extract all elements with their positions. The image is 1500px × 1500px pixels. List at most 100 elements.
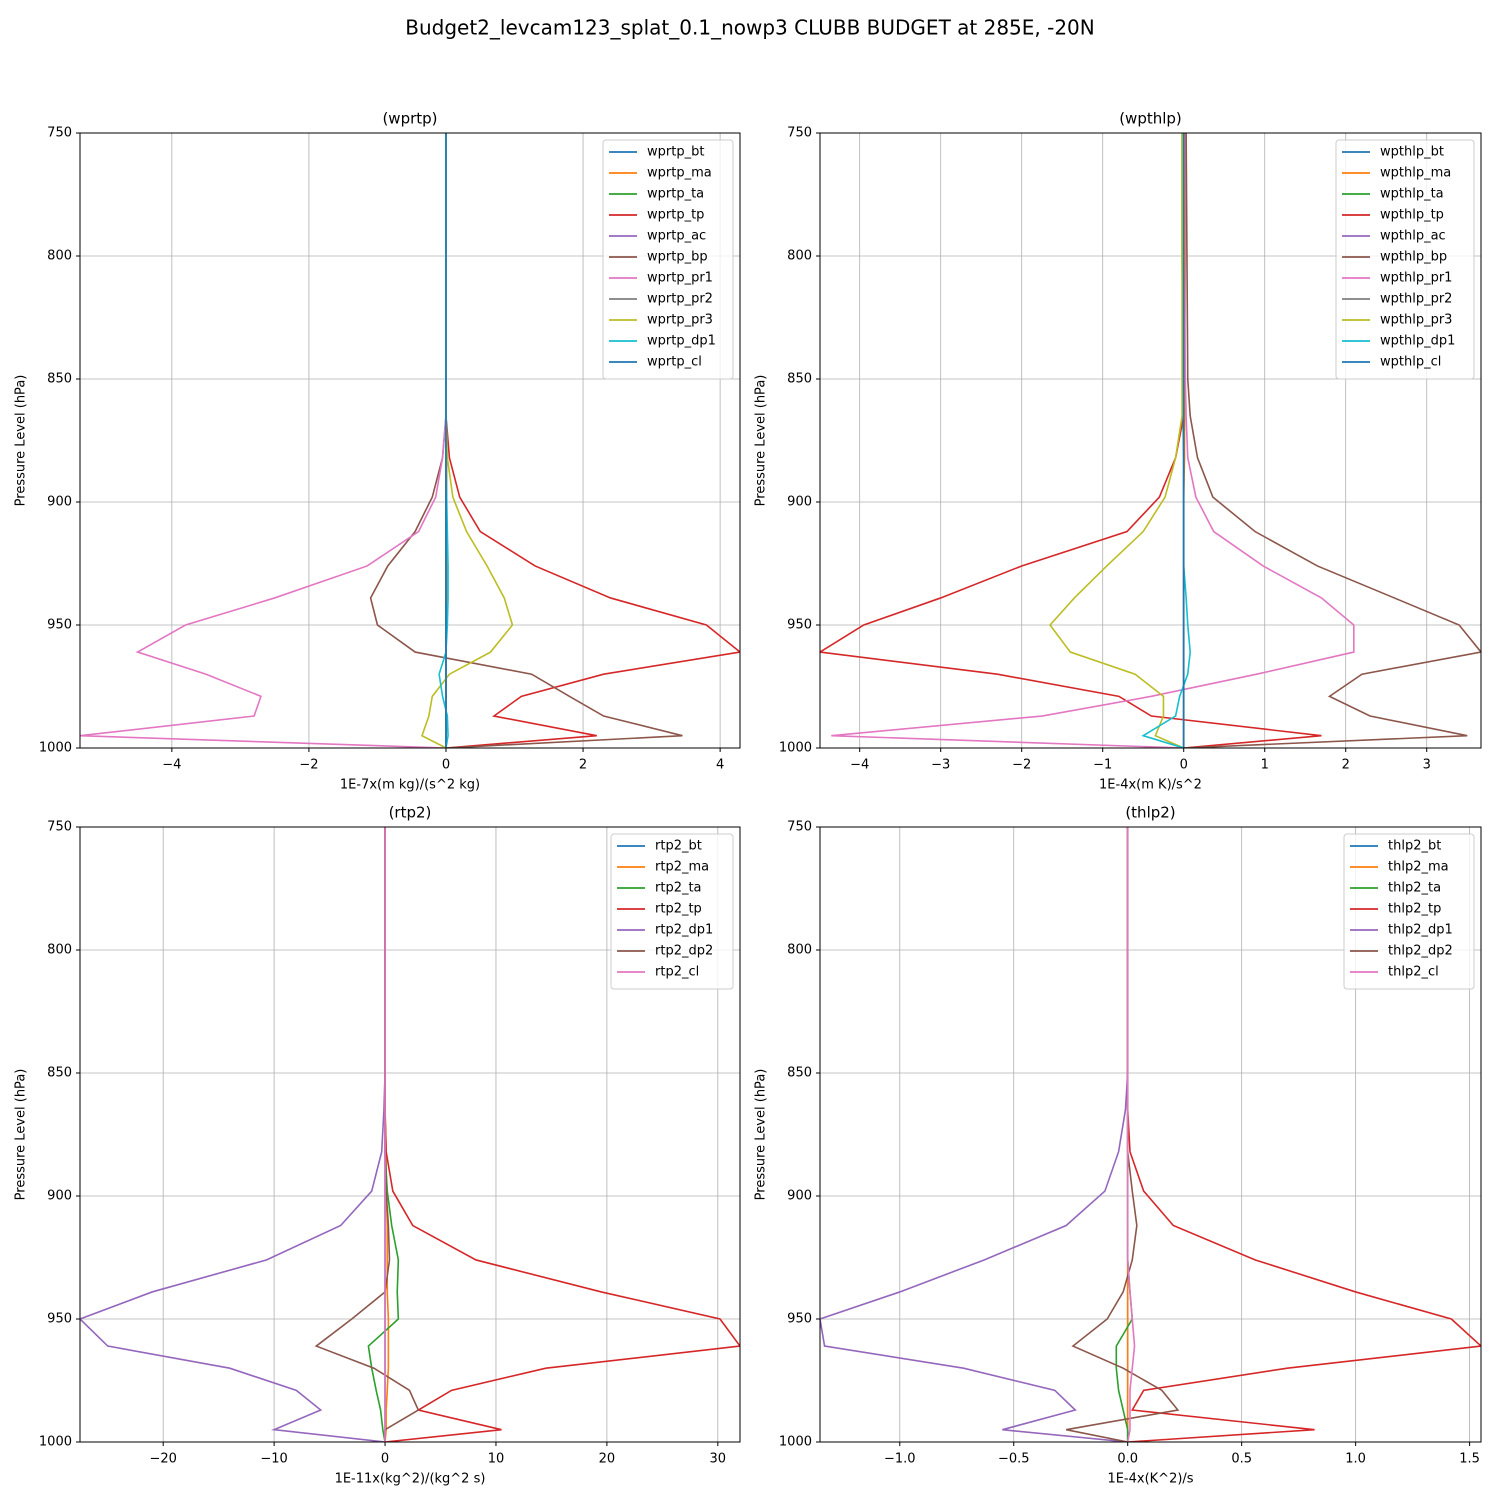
legend-label: wprtp_pr2 bbox=[647, 292, 713, 307]
series-line bbox=[80, 827, 386, 1442]
legend-box bbox=[1335, 139, 1475, 380]
subplot-title: (thlp2) bbox=[1125, 804, 1175, 822]
legend-label: wpthlp_bp bbox=[1380, 250, 1447, 265]
y-tick-label: 850 bbox=[47, 372, 72, 387]
legend-label: wprtp_ma bbox=[647, 166, 712, 181]
y-tick-label: 1000 bbox=[39, 1435, 72, 1450]
x-tick-label: −0.5 bbox=[998, 1452, 1030, 1467]
legend-label: thlp2_bt bbox=[1388, 839, 1441, 854]
x-tick-label: 2 bbox=[579, 758, 587, 773]
legend-label: wpthlp_pr2 bbox=[1380, 292, 1452, 307]
legend-label: rtp2_tp bbox=[655, 902, 702, 917]
legend-label: wprtp_ta bbox=[647, 187, 704, 202]
legend-label: thlp2_dp1 bbox=[1388, 923, 1453, 938]
series-line bbox=[1183, 133, 1481, 748]
y-axis-label: Pressure Level (hPa) bbox=[14, 375, 29, 507]
x-tick-label: −2 bbox=[299, 758, 318, 773]
x-tick-label: −1 bbox=[1093, 758, 1112, 773]
y-tick-label: 800 bbox=[47, 943, 72, 958]
legend-label: wpthlp_ac bbox=[1380, 229, 1446, 244]
y-tick-label: 1000 bbox=[779, 1435, 812, 1450]
y-tick-label: 850 bbox=[47, 1066, 72, 1081]
legend-label: thlp2_ma bbox=[1388, 860, 1449, 875]
y-tick-label: 950 bbox=[47, 618, 72, 633]
x-axis-label: 1E-11x(kg^2)/(kg^2 s) bbox=[335, 1472, 486, 1487]
figure-title: Budget2_levcam123_splat_0.1_nowp3 CLUBB … bbox=[405, 16, 1095, 40]
subplot-title: (wprtp) bbox=[382, 110, 437, 128]
legend-label: wpthlp_ma bbox=[1380, 166, 1451, 181]
y-tick-label: 950 bbox=[787, 618, 812, 633]
legend-label: thlp2_cl bbox=[1388, 965, 1439, 980]
legend-label: rtp2_dp2 bbox=[655, 944, 713, 959]
x-tick-label: 10 bbox=[488, 1452, 505, 1467]
plot-frame bbox=[819, 826, 1482, 1443]
plot-frame bbox=[79, 826, 741, 1443]
legend-label: rtp2_cl bbox=[655, 965, 699, 980]
legend-label: rtp2_bt bbox=[655, 839, 702, 854]
x-tick-label: 0.0 bbox=[1117, 1452, 1138, 1467]
legend-label: wprtp_bp bbox=[647, 250, 708, 265]
subplot-title: (rtp2) bbox=[389, 804, 432, 822]
y-axis-label: Pressure Level (hPa) bbox=[754, 1069, 769, 1201]
legend-label: wpthlp_tp bbox=[1380, 208, 1444, 223]
x-tick-label: 0.5 bbox=[1231, 1452, 1252, 1467]
y-tick-label: 800 bbox=[47, 249, 72, 264]
y-axis-label: Pressure Level (hPa) bbox=[754, 375, 769, 507]
x-tick-label: −2 bbox=[1012, 758, 1031, 773]
legend-label: thlp2_tp bbox=[1388, 902, 1441, 917]
legend-label: wprtp_bt bbox=[647, 145, 704, 160]
y-axis-label: Pressure Level (hPa) bbox=[14, 1069, 29, 1201]
x-tick-label: −4 bbox=[850, 758, 869, 773]
y-tick-label: 900 bbox=[787, 495, 812, 510]
legend-label: wpthlp_cl bbox=[1380, 355, 1441, 370]
legend-label: rtp2_dp1 bbox=[655, 923, 713, 938]
x-tick-label: 1.5 bbox=[1459, 1452, 1480, 1467]
legend-label: thlp2_ta bbox=[1388, 881, 1441, 896]
y-tick-label: 800 bbox=[787, 249, 812, 264]
plot-frame bbox=[819, 132, 1482, 749]
y-tick-label: 900 bbox=[47, 495, 72, 510]
legend-label: rtp2_ma bbox=[655, 860, 709, 875]
y-tick-label: 750 bbox=[47, 820, 72, 835]
y-tick-label: 900 bbox=[47, 1189, 72, 1204]
series-line bbox=[80, 133, 447, 748]
y-tick-label: 900 bbox=[787, 1189, 812, 1204]
y-tick-label: 750 bbox=[787, 820, 812, 835]
legend-label: wpthlp_bt bbox=[1380, 145, 1444, 160]
x-tick-label: −4 bbox=[162, 758, 181, 773]
y-tick-label: 950 bbox=[47, 1312, 72, 1327]
x-tick-label: −10 bbox=[260, 1452, 287, 1467]
series-line bbox=[820, 133, 1322, 748]
series-line bbox=[1126, 827, 1136, 1442]
series-line bbox=[1115, 827, 1134, 1442]
legend-label: wpthlp_dp1 bbox=[1380, 334, 1455, 349]
y-tick-label: 750 bbox=[47, 126, 72, 141]
legend-label: wprtp_tp bbox=[647, 208, 704, 223]
y-tick-label: 750 bbox=[787, 126, 812, 141]
x-tick-label: 1.0 bbox=[1345, 1452, 1366, 1467]
legend-label: thlp2_dp2 bbox=[1388, 944, 1453, 959]
series-line bbox=[831, 133, 1355, 748]
x-axis-label: 1E-4x(K^2)/s bbox=[1107, 1472, 1193, 1487]
y-tick-label: 1000 bbox=[779, 741, 812, 756]
x-axis-label: 1E-4x(m K)/s^2 bbox=[1099, 778, 1202, 793]
x-tick-label: 0 bbox=[442, 758, 450, 773]
legend-label: wprtp_dp1 bbox=[647, 334, 716, 349]
x-tick-label: 30 bbox=[710, 1452, 727, 1467]
legend-label: wprtp_pr1 bbox=[647, 271, 713, 286]
legend-label: wprtp_cl bbox=[647, 355, 702, 370]
legend-label: wpthlp_pr3 bbox=[1380, 313, 1452, 328]
x-tick-label: 0 bbox=[1180, 758, 1188, 773]
y-tick-label: 850 bbox=[787, 372, 812, 387]
legend-label: wprtp_ac bbox=[647, 229, 706, 244]
x-tick-label: −3 bbox=[931, 758, 950, 773]
legend-label: wpthlp_ta bbox=[1380, 187, 1444, 202]
legend-label: wprtp_pr3 bbox=[647, 313, 713, 328]
y-tick-label: 950 bbox=[787, 1312, 812, 1327]
subplot-title: (wpthlp) bbox=[1119, 110, 1182, 128]
x-tick-label: 20 bbox=[599, 1452, 616, 1467]
x-tick-label: 1 bbox=[1261, 758, 1269, 773]
legend-label: rtp2_ta bbox=[655, 881, 702, 896]
x-tick-label: 4 bbox=[716, 758, 724, 773]
